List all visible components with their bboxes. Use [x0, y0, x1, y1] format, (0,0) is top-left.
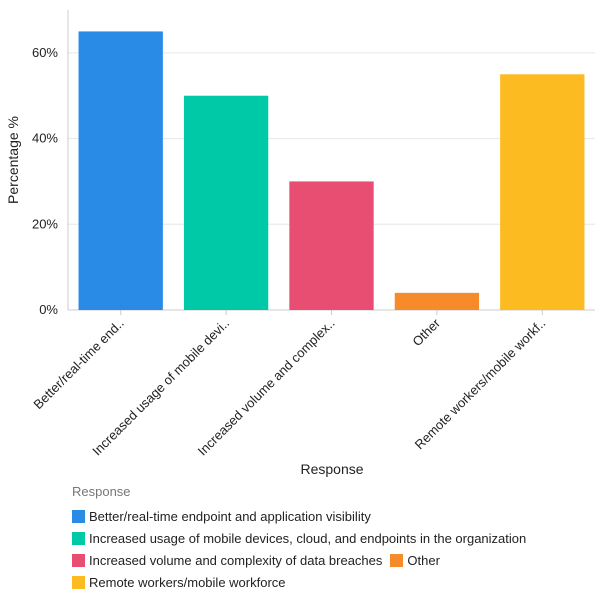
legend-swatch: [72, 575, 85, 589]
x-axis-ticks: Better/real-time end..Increased usage of…: [30, 310, 548, 458]
legend-item[interactable]: Better/real-time endpoint and applicatio…: [72, 509, 371, 524]
legend-item[interactable]: Remote workers/mobile workforce: [72, 575, 286, 590]
y-tick-label: 40%: [32, 131, 58, 146]
legend-label: Other: [407, 552, 440, 568]
legend-item[interactable]: Increased usage of mobile devices, cloud…: [72, 531, 526, 546]
y-tick-label: 20%: [32, 216, 58, 231]
legend-row: Increased volume and complexity of data …: [72, 549, 592, 571]
x-tick-label: Better/real-time end..: [30, 316, 126, 412]
legend-label: Increased usage of mobile devices, cloud…: [89, 530, 527, 546]
legend-swatch: [72, 553, 85, 567]
legend-row: Increased usage of mobile devices, cloud…: [72, 527, 592, 549]
y-axis-title: Percentage %: [5, 116, 21, 204]
legend-label: Increased volume and complexity of data …: [89, 552, 383, 568]
y-tick-label: 60%: [32, 45, 58, 60]
legend-row: Remote workers/mobile workforce: [72, 571, 592, 593]
legend-title: Response: [72, 484, 131, 499]
bar[interactable]: [183, 95, 269, 310]
legend-swatch: [390, 553, 404, 567]
bar[interactable]: [394, 292, 480, 310]
legend: Response Better/real-time endpoint and a…: [72, 484, 592, 593]
legend-swatch: [72, 509, 85, 523]
legend-label: Better/real-time endpoint and applicatio…: [89, 508, 371, 524]
x-axis-title: Response: [300, 461, 363, 477]
bar[interactable]: [78, 31, 163, 311]
legend-swatch: [72, 531, 85, 545]
legend-row: Better/real-time endpoint and applicatio…: [72, 505, 592, 527]
y-axis-ticks: 0% 20% 40% 60%: [32, 45, 58, 317]
bar[interactable]: [289, 181, 374, 310]
bars: [78, 31, 585, 311]
legend-item[interactable]: Other: [390, 553, 440, 568]
legend-item[interactable]: Increased volume and complexity of data …: [72, 553, 382, 568]
x-tick-label: Other: [409, 315, 443, 349]
y-tick-label: 0%: [39, 302, 58, 317]
bar[interactable]: [500, 74, 585, 311]
legend-label: Remote workers/mobile workforce: [89, 574, 286, 590]
